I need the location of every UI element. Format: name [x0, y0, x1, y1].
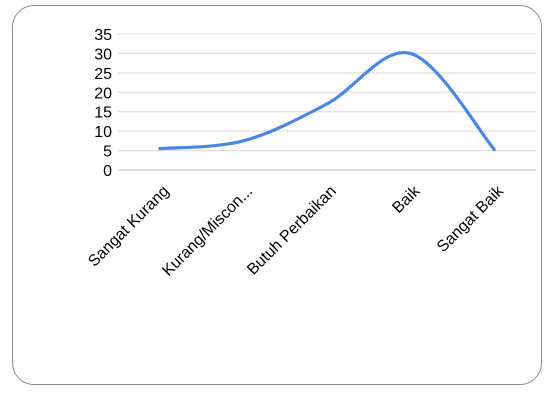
y-tick-label: 30: [94, 46, 112, 63]
x-tick-label: Sangat Kurang: [85, 183, 173, 271]
y-tick-label: 10: [94, 124, 112, 141]
x-tick-label: Kurang/Miscon...: [159, 183, 256, 280]
chart-frame: [12, 5, 542, 385]
x-tick-label: Butuh Perbaikan: [244, 183, 340, 279]
y-tick-label: 25: [94, 66, 112, 83]
y-tick-label: 35: [94, 27, 112, 44]
gridlines: [118, 33, 536, 171]
x-tick-label: Sangat Baik: [434, 182, 508, 256]
y-axis-ticks: 0 5 10 15 20 25 30 35: [94, 27, 112, 180]
y-tick-label: 20: [94, 85, 112, 102]
y-tick-label: 5: [103, 144, 112, 161]
series-line: [158, 50, 496, 152]
y-tick-label: 15: [94, 105, 112, 122]
y-tick-label: 0: [103, 163, 112, 180]
series-layer: [158, 50, 496, 152]
x-tick-label: Baik: [389, 182, 424, 217]
